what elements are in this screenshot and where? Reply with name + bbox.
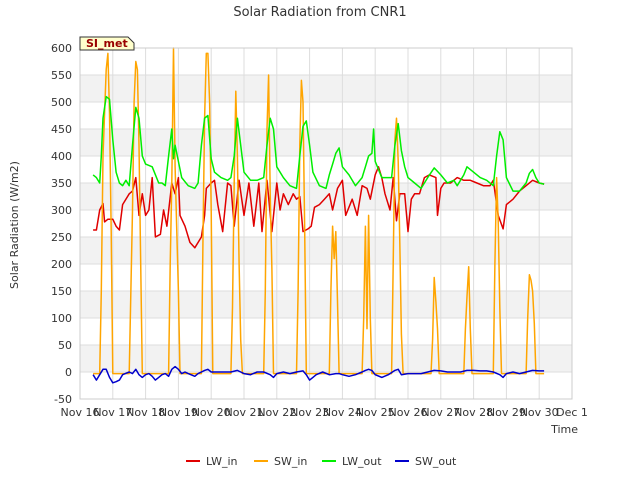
x-tick-label: Nov 21 [225, 406, 264, 419]
gridlines [79, 47, 573, 400]
x-tick-label: Nov 28 [454, 406, 493, 419]
x-tick-label: Nov 22 [257, 406, 296, 419]
legend-label: LW_out [342, 455, 382, 468]
x-tick-label: Nov 20 [192, 406, 231, 419]
chart-title: Solar Radiation from CNR1 [233, 5, 406, 20]
x-tick-label: Nov 27 [421, 406, 460, 419]
x-tick-label: Nov 29 [487, 406, 526, 419]
x-tick-label: Nov 23 [290, 406, 329, 419]
y-tick-label: 550 [51, 69, 72, 82]
y-axis-ticks: -50 0 50 100 150 200 250 300 350 400 450 500 550 600 [51, 42, 72, 406]
plot-band [80, 75, 572, 102]
x-tick-label: Nov 26 [389, 406, 428, 419]
legend-label: SW_in [274, 455, 307, 468]
series-lines [92, 47, 545, 384]
legend-item-sw-in: SW_in [254, 455, 307, 468]
x-tick-label: Nov 30 [520, 406, 559, 419]
plot-frame [79, 47, 573, 400]
legend-item-lw-in: LW_in [186, 455, 238, 468]
legend-label: SW_out [415, 455, 457, 468]
x-tick-label: Nov 24 [323, 406, 362, 419]
plot-band [80, 345, 572, 372]
y-tick-label: 150 [51, 285, 72, 298]
x-tick-label: Nov 18 [126, 406, 165, 419]
y-tick-label: 500 [51, 96, 72, 109]
station-badge: SI_met [79, 36, 135, 51]
station-badge-label: SI_met [86, 37, 128, 50]
x-tick-label: Nov 25 [356, 406, 395, 419]
x-axis-label: Time [550, 423, 578, 436]
x-tick-label: Nov 19 [159, 406, 198, 419]
y-tick-label: -50 [54, 393, 72, 406]
legend-label: LW_in [206, 455, 238, 468]
plot-band [80, 291, 572, 318]
y-tick-label: 0 [65, 366, 72, 379]
plot-band [80, 129, 572, 156]
plot-band [80, 237, 572, 264]
legend-item-sw-out: SW_out [395, 455, 457, 468]
legend: LW_in SW_in LW_out SW_out [186, 455, 457, 468]
x-tick-label: Nov 16 [61, 406, 100, 419]
y-tick-label: 250 [51, 231, 72, 244]
x-tick-label: Nov 17 [93, 406, 132, 419]
series-line-sw-in [93, 47, 545, 375]
y-axis-label: Solar Radiation (W/m2) [8, 161, 21, 289]
y-tick-label: 400 [51, 150, 72, 163]
y-tick-label: 350 [51, 177, 72, 190]
series-line-sw-out [92, 365, 545, 384]
y-tick-label: 450 [51, 123, 72, 136]
series-line-lw-in [93, 166, 545, 249]
y-tick-label: 50 [58, 339, 72, 352]
y-tick-label: 100 [51, 312, 72, 325]
y-tick-label: 300 [51, 204, 72, 217]
legend-item-lw-out: LW_out [322, 455, 382, 468]
y-tick-label: 600 [51, 42, 72, 55]
x-tick-label: Dec 1 [556, 406, 588, 419]
series-line-lw-out [92, 95, 545, 192]
y-tick-label: 200 [51, 258, 72, 271]
